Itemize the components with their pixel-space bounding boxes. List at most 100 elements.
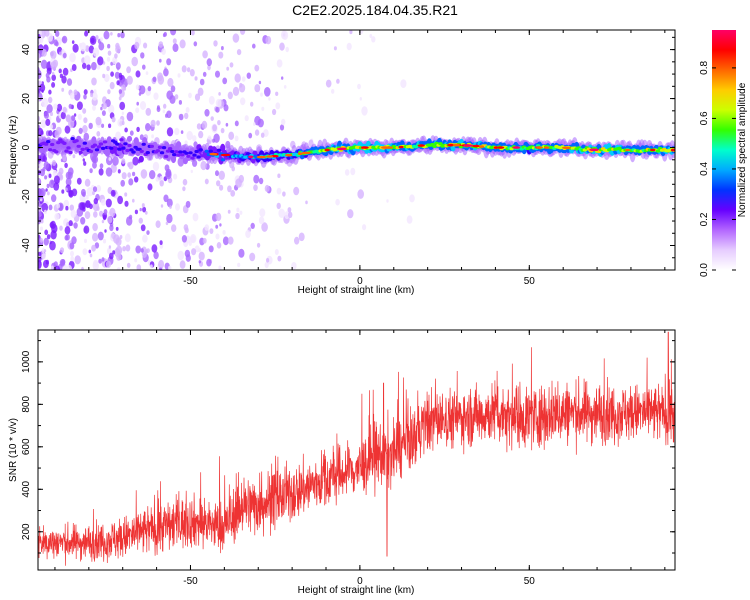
noise-blob: [160, 204, 164, 208]
noise-blob: [93, 197, 99, 205]
noise-blob: [110, 71, 114, 77]
y-tick-label: 0: [21, 144, 32, 150]
noise-blob: [43, 237, 49, 246]
y-tick-label: 200: [21, 523, 32, 540]
noise-blob: [266, 258, 270, 263]
noise-blob: [84, 178, 91, 187]
ridge-core: [56, 141, 61, 145]
noise-blob: [59, 225, 63, 231]
noise-blob: [81, 196, 86, 204]
y-tick-label: 600: [21, 438, 32, 455]
ridge-core: [216, 148, 222, 152]
ridge-core: [432, 144, 437, 148]
noise-blob: [115, 226, 119, 231]
noise-blob: [234, 73, 241, 83]
noise-blob: [254, 84, 261, 93]
noise-blob: [246, 72, 251, 79]
ridge-mid: [106, 136, 112, 145]
noise-blob: [185, 107, 190, 113]
noise-blob: [43, 161, 49, 170]
ridge-peak: [417, 144, 425, 147]
noise-blob: [121, 172, 127, 180]
noise-blob: [45, 259, 50, 265]
noise-blob: [136, 264, 142, 270]
noise-blob: [116, 80, 120, 86]
ridge-core: [117, 147, 122, 151]
noise-blob: [65, 187, 68, 192]
noise-blob: [97, 56, 104, 66]
noise-blob: [61, 87, 65, 92]
noise-blob: [120, 31, 125, 39]
noise-blob: [218, 51, 224, 59]
noise-blob: [110, 164, 117, 173]
noise-blob: [110, 189, 116, 197]
noise-blob: [141, 203, 145, 208]
noise-blob: [112, 56, 118, 65]
noise-blob: [116, 253, 122, 261]
noise-blob: [215, 70, 220, 78]
noise-blob: [202, 237, 207, 244]
noise-blob: [53, 182, 60, 191]
noise-blob: [51, 82, 56, 88]
noise-blob: [69, 204, 75, 211]
ridge-core: [208, 149, 213, 153]
noise-blob: [264, 87, 271, 97]
noise-blob: [359, 97, 362, 101]
noise-blob: [63, 199, 70, 208]
noise-blob: [227, 236, 234, 245]
noise-blob: [65, 115, 71, 122]
noise-blob: [38, 259, 42, 269]
noise-blob: [107, 50, 112, 56]
noise-blob: [78, 127, 83, 134]
noise-blob: [65, 177, 72, 187]
noise-blob: [71, 115, 76, 121]
ridge-peak: [479, 145, 485, 148]
ridge-core: [98, 142, 104, 146]
noise-blob: [91, 244, 96, 252]
y-tick-label: 20: [21, 93, 32, 105]
ridge-core: [438, 142, 443, 146]
noise-blob: [249, 252, 256, 262]
noise-blob: [198, 251, 205, 261]
ridge-core: [121, 146, 126, 150]
noise-blob: [258, 177, 264, 185]
noise-blob: [117, 169, 121, 174]
noise-blob: [88, 122, 93, 130]
noise-blob: [101, 123, 105, 128]
noise-blob: [58, 68, 62, 74]
ridge-mid: [138, 155, 144, 163]
noise-blob: [106, 65, 110, 72]
noise-blob: [277, 173, 281, 179]
noise-blob: [150, 119, 156, 128]
noise-blob: [181, 235, 187, 243]
noise-blob: [253, 174, 260, 184]
noise-blob: [65, 205, 69, 211]
noise-blob: [174, 127, 180, 136]
noise-blob: [206, 58, 212, 67]
snr-x-label: Height of straight line (km): [298, 585, 415, 596]
noise-blob: [102, 102, 108, 110]
noise-blob: [222, 230, 226, 235]
noise-blob: [244, 115, 249, 122]
noise-blob: [55, 30, 60, 37]
noise-blob: [92, 232, 99, 242]
noise-blob: [83, 55, 91, 65]
noise-blob: [134, 176, 139, 183]
noise-blob: [172, 38, 177, 44]
ridge-peak: [562, 146, 572, 150]
ridge-peak: [297, 152, 303, 155]
noise-blob: [232, 33, 240, 43]
noise-blob: [69, 52, 76, 63]
snr-y-label: SNR (10 * v/v): [8, 418, 19, 482]
noise-blob: [232, 86, 240, 96]
noise-blob: [52, 169, 58, 177]
noise-blob: [85, 200, 91, 209]
noise-blob: [230, 190, 236, 197]
noise-blob: [145, 211, 148, 215]
noise-blob: [72, 154, 76, 159]
noise-blob: [204, 178, 209, 185]
noise-blob: [124, 127, 128, 133]
noise-blob: [44, 229, 49, 236]
noise-blob: [264, 184, 270, 193]
noise-blob: [298, 232, 305, 242]
